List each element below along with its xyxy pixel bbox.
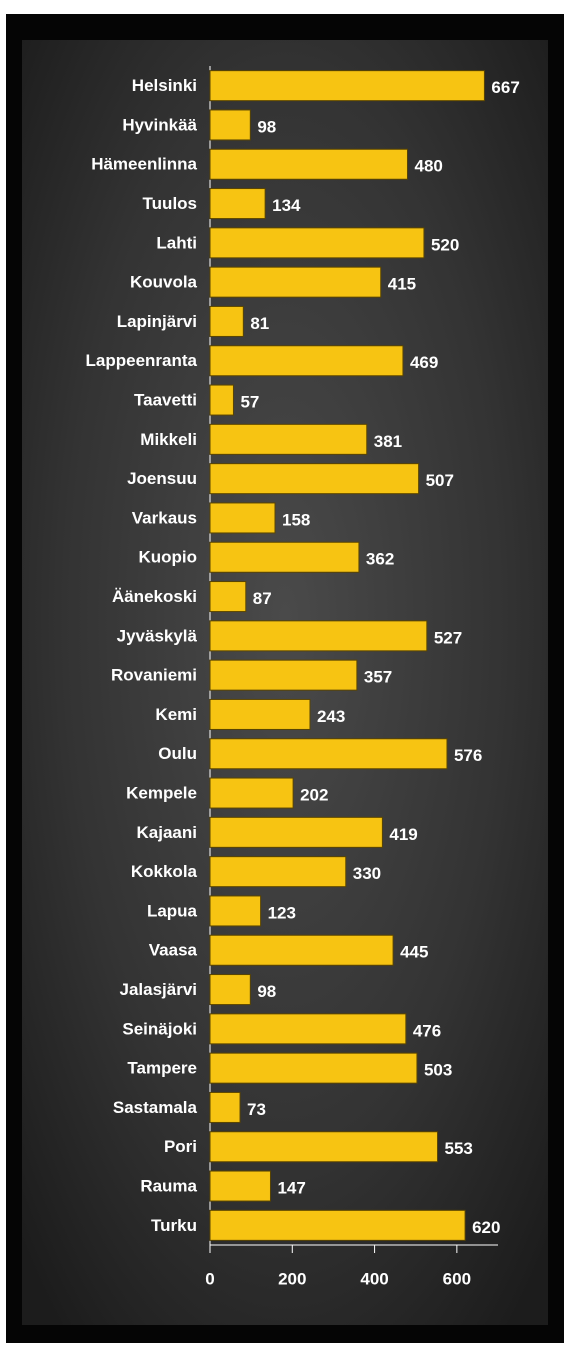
bar	[209, 738, 448, 770]
category-label: Jyväskylä	[117, 626, 198, 645]
category-label: Kokkola	[131, 862, 198, 881]
value-label: 469	[410, 353, 438, 372]
value-label: 503	[424, 1061, 452, 1080]
bar	[209, 620, 428, 652]
value-label: 576	[454, 746, 482, 765]
bar	[209, 541, 360, 573]
bar	[209, 109, 251, 141]
category-label: Pori	[164, 1137, 197, 1156]
category-label: Joensuu	[127, 469, 197, 488]
bar	[209, 698, 311, 730]
value-label: 57	[240, 393, 259, 412]
bar	[209, 1209, 466, 1241]
value-label: 480	[414, 157, 442, 176]
bar	[209, 305, 244, 337]
value-label: 134	[272, 196, 301, 215]
x-tick-label: 0	[205, 1269, 214, 1288]
value-label: 357	[364, 668, 392, 687]
bar	[209, 934, 394, 966]
category-label: Vaasa	[149, 941, 198, 960]
bar	[209, 777, 294, 809]
bar	[209, 463, 420, 495]
value-label: 81	[250, 314, 269, 333]
bar	[209, 856, 347, 888]
category-label: Tuulos	[143, 194, 197, 213]
value-label: 202	[300, 786, 328, 805]
category-label: Seinäjoki	[122, 1019, 197, 1038]
category-label: Tampere	[127, 1059, 197, 1078]
value-label: 507	[426, 471, 454, 490]
value-label: 98	[257, 982, 276, 1001]
value-label: 667	[491, 78, 519, 97]
value-label: 158	[282, 510, 310, 529]
x-tick-label: 400	[360, 1269, 388, 1288]
value-label: 620	[472, 1218, 500, 1237]
value-label: 330	[353, 864, 381, 883]
category-label: Hämeenlinna	[91, 155, 197, 174]
bar	[209, 1131, 439, 1163]
value-label: 445	[400, 943, 428, 962]
bar	[209, 1091, 241, 1123]
category-label: Rovaniemi	[111, 666, 197, 685]
bar	[209, 1170, 271, 1202]
category-label: Helsinki	[132, 76, 197, 95]
category-label: Mikkeli	[140, 430, 197, 449]
category-label: Jalasjärvi	[119, 980, 197, 999]
bar	[209, 188, 266, 220]
bar	[209, 659, 358, 691]
bar	[209, 974, 251, 1006]
category-label: Kajaani	[137, 823, 197, 842]
value-label: 87	[253, 589, 272, 608]
bar	[209, 345, 404, 377]
bar	[209, 1013, 407, 1045]
category-label: Kemi	[155, 705, 197, 724]
x-tick-label: 600	[443, 1269, 471, 1288]
value-label: 243	[317, 707, 345, 726]
category-label: Kempele	[126, 784, 197, 803]
value-label: 381	[374, 432, 402, 451]
bar	[209, 227, 425, 259]
value-label: 520	[431, 235, 459, 254]
value-label: 553	[445, 1139, 473, 1158]
bar	[209, 1052, 418, 1084]
category-label: Oulu	[158, 744, 197, 763]
category-label: Lapinjärvi	[117, 312, 197, 331]
category-label: Lapua	[147, 901, 198, 920]
category-label: Turku	[151, 1216, 197, 1235]
value-label: 73	[247, 1100, 266, 1119]
category-label: Kuopio	[138, 548, 197, 567]
value-label: 362	[366, 550, 394, 569]
category-label: Sastamala	[113, 1098, 198, 1117]
value-label: 415	[388, 275, 416, 294]
value-label: 476	[413, 1021, 441, 1040]
bar	[209, 70, 485, 102]
category-label: Taavetti	[134, 391, 197, 410]
category-label: Äänekoski	[112, 587, 197, 606]
value-label: 527	[434, 628, 462, 647]
value-label: 98	[257, 117, 276, 136]
bar	[209, 148, 408, 180]
bar	[209, 816, 383, 848]
bar	[209, 384, 234, 416]
bar	[209, 423, 368, 455]
value-label: 147	[277, 1179, 305, 1198]
value-label: 419	[389, 825, 417, 844]
category-label: Lappeenranta	[86, 351, 198, 370]
bar	[209, 581, 247, 613]
bar	[209, 266, 382, 298]
category-label: Hyvinkää	[122, 115, 197, 134]
category-label: Varkaus	[132, 508, 197, 527]
category-label: Lahti	[156, 233, 197, 252]
value-label: 123	[268, 903, 296, 922]
category-label: Kouvola	[130, 273, 198, 292]
x-tick-label: 200	[278, 1269, 306, 1288]
category-label: Rauma	[140, 1177, 197, 1196]
bar	[209, 502, 276, 534]
bar	[209, 895, 262, 927]
